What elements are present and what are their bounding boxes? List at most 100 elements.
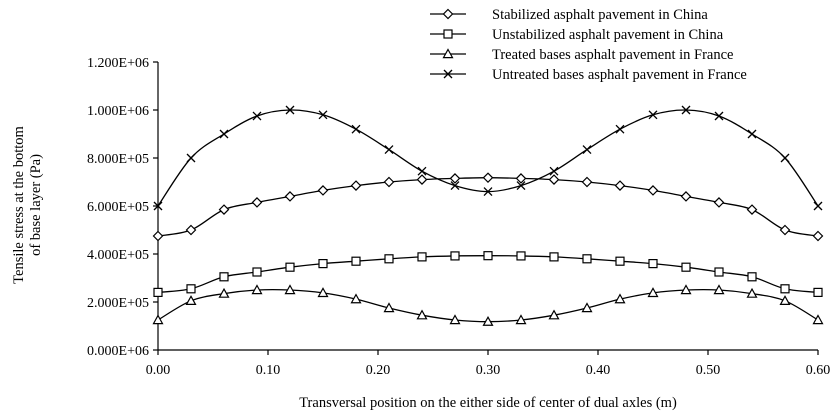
data-point-cross — [483, 187, 493, 197]
legend-item-square: Unstabilized asphalt pavement in China — [430, 27, 724, 43]
x-tick-label: 0.10 — [256, 363, 281, 378]
data-point-cross — [714, 111, 724, 121]
data-point-diamond — [482, 172, 494, 184]
data-point-diamond — [218, 204, 230, 215]
data-point-diamond — [548, 174, 560, 185]
data-point-cross — [615, 124, 625, 134]
y-axis-title-line-1: Tensile stress at the bottom — [11, 125, 27, 283]
data-point-square — [582, 254, 592, 264]
data-point-diamond — [746, 204, 758, 215]
data-point-cross — [219, 129, 229, 139]
x-tick-label: 0.60 — [806, 363, 831, 378]
data-point-triangle — [746, 287, 758, 298]
data-point-square — [780, 284, 790, 294]
series-layer — [152, 105, 824, 326]
y-tick-label: 1.000E+06 — [87, 104, 149, 119]
series-diamond — [152, 172, 824, 242]
data-point-square — [252, 267, 262, 277]
data-point-triangle — [218, 287, 230, 298]
data-point-cross — [747, 129, 757, 139]
legend-marker-square — [443, 29, 453, 39]
data-point-triangle — [713, 284, 725, 295]
data-point-square — [318, 259, 328, 269]
data-point-square — [351, 256, 361, 266]
data-point-cross — [450, 181, 460, 191]
data-point-triangle — [449, 314, 461, 325]
data-point-diamond — [185, 224, 197, 236]
legend: Stabilized asphalt pavement in China Unst… — [430, 7, 747, 83]
data-point-diamond — [350, 180, 362, 191]
data-point-cross — [648, 110, 658, 120]
y-tick-label: 6.000E+05 — [87, 200, 149, 215]
data-point-triangle — [416, 309, 428, 320]
legend-label: Untreated bases asphalt pavement in Fran… — [492, 67, 747, 83]
data-point-diamond — [251, 197, 263, 208]
data-point-triangle — [482, 315, 494, 326]
y-axis-title-line-2: of base layer (Pa) — [28, 154, 44, 256]
y-tick-label: 0.000E+06 — [87, 344, 149, 359]
data-point-diamond — [680, 191, 692, 202]
data-point-triangle — [614, 293, 626, 304]
data-point-diamond — [284, 191, 296, 202]
y-tick-label: 1.200E+06 — [87, 56, 149, 71]
data-point-cross — [549, 166, 559, 176]
data-point-cross — [417, 166, 427, 176]
data-point-triangle — [680, 284, 692, 295]
y-tick-label: 8.000E+05 — [87, 152, 149, 167]
data-point-diamond — [383, 176, 395, 188]
data-point-diamond — [152, 230, 164, 242]
data-point-square — [615, 256, 625, 266]
data-point-cross — [516, 181, 526, 191]
data-point-triangle — [581, 302, 593, 313]
data-point-diamond — [812, 230, 824, 242]
series-square — [153, 251, 823, 297]
data-point-diamond — [449, 173, 461, 184]
data-point-square — [648, 259, 658, 269]
data-point-triangle — [152, 314, 164, 325]
y-tick-label: 4.000E+05 — [87, 248, 149, 263]
data-point-diamond — [317, 185, 329, 196]
series-triangle — [152, 284, 824, 326]
x-tick-label: 0.40 — [586, 363, 611, 378]
data-point-square — [549, 252, 559, 262]
legend-label: Stabilized asphalt pavement in China — [492, 7, 708, 23]
data-point-triangle — [350, 293, 362, 304]
x-axis-title: Transversal position on the either side … — [299, 395, 677, 411]
data-point-cross — [384, 145, 394, 155]
data-point-square — [186, 284, 196, 294]
data-point-diamond — [779, 224, 791, 236]
data-point-cross — [681, 105, 691, 115]
data-point-cross — [252, 111, 262, 121]
x-tick-label: 0.00 — [146, 363, 171, 378]
data-point-square — [450, 251, 460, 261]
data-point-diamond — [647, 185, 659, 196]
data-point-square — [285, 262, 295, 272]
y-tick-label: 2.000E+05 — [87, 296, 149, 311]
x-ticks: 0.00 0.10 0.20 0.30 0.40 0.50 0.60 — [146, 350, 831, 378]
data-point-triangle — [251, 284, 263, 295]
series-cross — [153, 105, 823, 211]
data-point-square — [483, 251, 493, 261]
data-point-square — [153, 287, 163, 297]
legend-marker-diamond — [442, 8, 454, 20]
x-tick-label: 0.20 — [366, 363, 391, 378]
data-point-square — [219, 272, 229, 282]
legend-label: Unstabilized asphalt pavement in China — [492, 27, 724, 43]
data-point-triangle — [515, 314, 527, 325]
data-point-square — [681, 262, 691, 272]
data-point-cross — [780, 153, 790, 163]
data-point-square — [516, 251, 526, 261]
y-axis-title: Tensile stress at the bottom of base lay… — [11, 125, 44, 283]
legend-marker-triangle — [442, 48, 454, 59]
legend-marker-cross — [443, 69, 453, 79]
data-point-diamond — [614, 180, 626, 191]
data-point-square — [417, 252, 427, 262]
data-point-triangle — [383, 302, 395, 313]
data-point-diamond — [515, 173, 527, 184]
data-point-cross — [186, 153, 196, 163]
data-point-cross — [813, 201, 823, 211]
y-ticks: 0.000E+06 2.000E+05 4.000E+05 6.000E+05 8.00… — [87, 56, 158, 359]
legend-item-cross: Untreated bases asphalt pavement in Fran… — [430, 67, 747, 83]
x-tick-label: 0.30 — [476, 363, 501, 378]
